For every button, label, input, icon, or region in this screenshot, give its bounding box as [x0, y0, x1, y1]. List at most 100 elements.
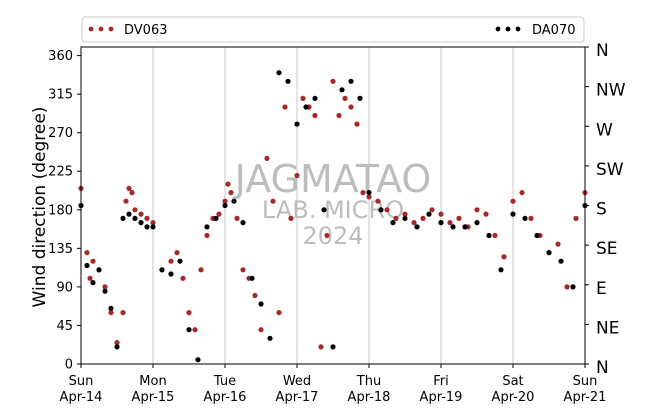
compass-label: N: [596, 41, 609, 61]
y-tick-label: 315: [48, 88, 73, 103]
point-dv063: [573, 215, 579, 221]
point-dv063: [258, 327, 264, 333]
legend-marker-da070: [495, 26, 521, 32]
point-dv063: [90, 258, 96, 264]
point-dv063: [120, 310, 126, 316]
point-da070: [546, 250, 552, 256]
point-da070: [378, 207, 384, 213]
point-dv063: [87, 275, 93, 281]
point-da070: [426, 211, 432, 217]
point-da070: [150, 224, 156, 230]
point-da070: [339, 87, 345, 93]
point-dv063: [354, 121, 360, 127]
point-da070: [357, 95, 363, 101]
point-dv063: [252, 292, 258, 299]
point-da070: [303, 104, 309, 110]
point-da070: [570, 284, 576, 290]
y-tick-label: 135: [48, 242, 73, 257]
point-da070: [138, 220, 144, 226]
point-dv063: [222, 198, 228, 204]
point-dv063: [429, 207, 435, 213]
point-dv063: [102, 284, 108, 290]
point-da070: [231, 198, 237, 204]
y-tick-label: 45: [56, 319, 73, 334]
point-dv063: [384, 207, 390, 213]
point-da070: [312, 95, 318, 101]
point-dv063: [474, 207, 480, 213]
point-dv063: [168, 258, 174, 264]
x-tick-label-day: Mon: [139, 374, 166, 389]
point-dv063: [324, 232, 330, 239]
point-da070: [402, 215, 408, 221]
point-dv063: [186, 310, 192, 316]
point-da070: [414, 224, 420, 230]
point-dv063: [204, 232, 210, 239]
compass-label: S: [596, 200, 607, 220]
y-tick-label: 180: [48, 203, 73, 218]
point-dv063: [447, 220, 453, 226]
point-da070: [102, 288, 108, 294]
point-dv063: [225, 181, 231, 187]
point-dv063: [312, 112, 318, 119]
point-da070: [450, 224, 456, 230]
point-da070: [132, 215, 138, 221]
point-dv063: [123, 198, 129, 204]
point-da070: [285, 78, 291, 84]
point-da070: [114, 344, 120, 350]
point-da070: [498, 267, 504, 273]
x-tick-label-date: Apr-19: [420, 390, 463, 405]
point-da070: [366, 190, 372, 196]
point-da070: [348, 78, 354, 84]
point-dv063: [240, 267, 246, 273]
point-da070: [267, 335, 273, 341]
point-da070: [168, 271, 174, 277]
point-da070: [240, 220, 246, 226]
point-dv063: [129, 190, 135, 196]
point-da070: [294, 121, 300, 127]
point-dv063: [330, 78, 336, 84]
point-dv063: [402, 211, 408, 217]
legend-box: [81, 16, 585, 43]
point-dv063: [264, 155, 270, 161]
point-dv063: [438, 211, 444, 217]
point-dv063: [288, 215, 294, 221]
point-dv063: [108, 310, 114, 316]
point-dv063: [234, 215, 240, 221]
point-da070: [534, 232, 540, 239]
point-dv063: [228, 190, 234, 196]
x-tick-label-date: Apr-14: [60, 390, 103, 405]
point-dv063: [456, 215, 462, 221]
point-dv063: [270, 198, 276, 204]
point-dv063: [510, 198, 516, 204]
compass-label: NW: [596, 81, 626, 101]
x-tick-label-day: Tue: [213, 374, 236, 389]
point-dv063: [519, 190, 525, 196]
point-da070: [195, 357, 201, 363]
point-da070: [144, 224, 150, 230]
compass-label: NE: [596, 318, 619, 338]
data-points: [78, 70, 588, 363]
point-dv063: [366, 194, 372, 200]
compass-label: SW: [596, 160, 624, 180]
watermark-line-1: JAGMATAO: [233, 157, 432, 201]
y-tick-label: 90: [56, 280, 73, 295]
point-dv063: [138, 211, 144, 217]
point-da070: [204, 224, 210, 230]
point-da070: [120, 215, 126, 221]
point-da070: [108, 305, 114, 311]
point-dv063: [180, 275, 186, 281]
point-da070: [213, 215, 219, 221]
point-da070: [186, 327, 192, 333]
y-axis-title: Wind direction (degree): [30, 107, 50, 308]
point-dv063: [375, 198, 381, 204]
legend-label-da070: DA070: [532, 23, 576, 38]
x-tick-label-date: Apr-20: [492, 390, 535, 405]
y-axis-ticks: 0 45 90 135 180 225 270 315 360: [48, 49, 81, 373]
point-dv063: [276, 310, 282, 316]
point-dv063: [114, 340, 120, 346]
y-tick-label: 0: [65, 358, 73, 373]
point-dv063: [492, 232, 498, 239]
point-da070: [438, 220, 444, 226]
point-dv063: [294, 172, 300, 179]
